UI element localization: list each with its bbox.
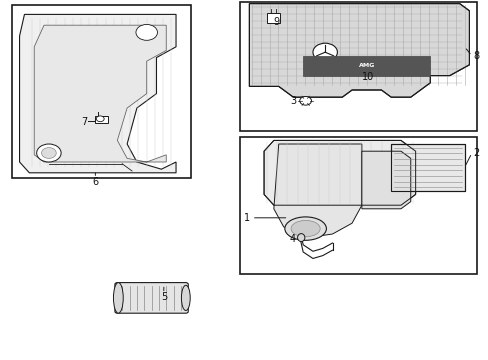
- Text: 9: 9: [273, 17, 279, 27]
- Ellipse shape: [181, 285, 190, 310]
- Bar: [95, 116, 107, 123]
- Polygon shape: [34, 25, 166, 162]
- Text: 2: 2: [473, 148, 479, 158]
- Polygon shape: [273, 144, 361, 238]
- Text: 1: 1: [244, 213, 249, 223]
- FancyBboxPatch shape: [115, 283, 188, 313]
- Bar: [266, 13, 280, 23]
- Polygon shape: [249, 4, 468, 97]
- Ellipse shape: [290, 220, 320, 237]
- Text: 5: 5: [161, 292, 166, 302]
- Circle shape: [41, 148, 56, 158]
- Text: 4: 4: [289, 234, 295, 244]
- Circle shape: [96, 116, 104, 122]
- Text: AMG: AMG: [358, 63, 374, 68]
- Text: 6: 6: [92, 177, 98, 187]
- Polygon shape: [390, 144, 464, 191]
- Bar: [12, 5, 190, 178]
- Circle shape: [312, 43, 337, 61]
- Ellipse shape: [113, 283, 123, 313]
- Text: 10: 10: [361, 72, 373, 82]
- Bar: [239, 2, 476, 131]
- Text: 7: 7: [81, 117, 87, 127]
- Text: 3: 3: [290, 96, 296, 106]
- Circle shape: [37, 144, 61, 162]
- Bar: [303, 56, 429, 76]
- Text: 8: 8: [473, 51, 479, 61]
- Polygon shape: [264, 140, 415, 205]
- Ellipse shape: [297, 234, 305, 242]
- Ellipse shape: [284, 217, 325, 240]
- Polygon shape: [20, 14, 176, 173]
- Circle shape: [136, 24, 157, 40]
- Polygon shape: [361, 151, 410, 209]
- Bar: [239, 137, 476, 274]
- Circle shape: [299, 96, 311, 105]
